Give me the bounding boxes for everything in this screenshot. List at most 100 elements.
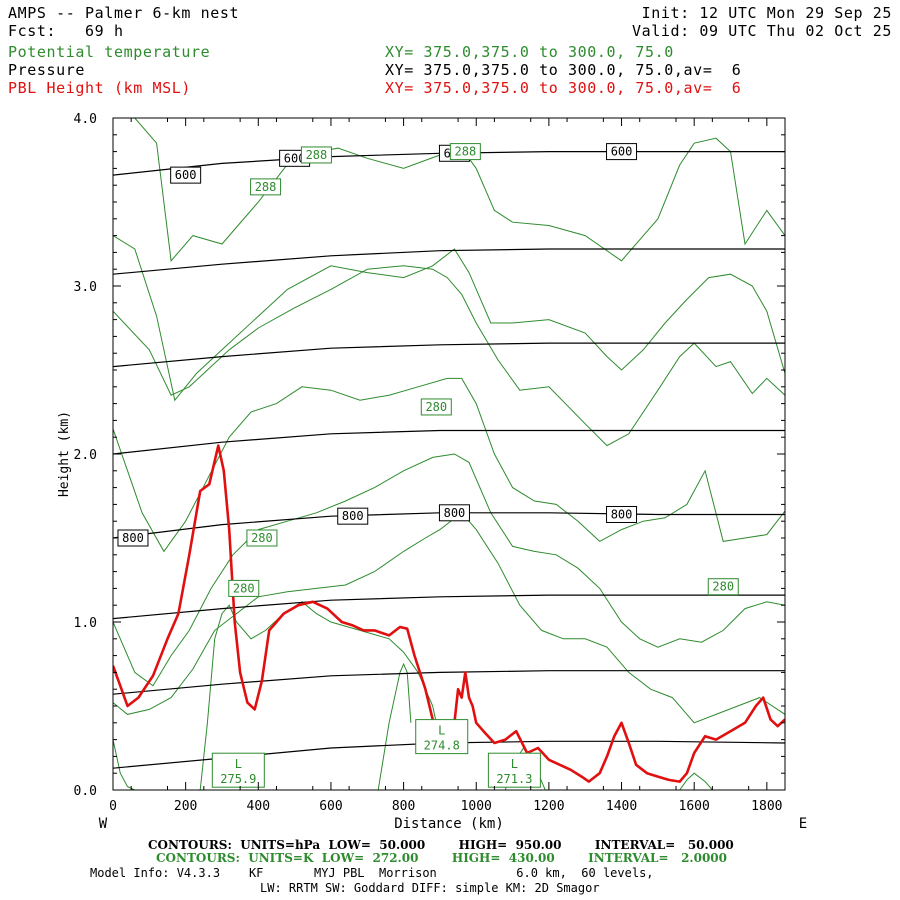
theta-label-text: 288: [306, 148, 328, 162]
field-pbl-xy: XY= 375.0,375.0 to 300.0, 75.0,av= 6: [385, 79, 742, 97]
field-pressure-xy: XY= 375.0,375.0 to 300.0, 75.0,av= 6: [385, 61, 742, 79]
theta-label-box: [707, 578, 739, 596]
pressure-label-box: [170, 166, 202, 184]
y-tick-label: 4.0: [74, 112, 97, 127]
pressure-label-800: 800: [606, 505, 638, 523]
low-label-box: [487, 752, 541, 788]
header-model-title: AMPS -- Palmer 6-km nest: [8, 4, 240, 22]
pressure-label-text: 800: [122, 531, 144, 545]
theta-label-288: 288: [250, 178, 282, 196]
pressure-label-text: 800: [342, 509, 364, 523]
pressure-contours: [113, 151, 785, 769]
low-label-box: [415, 719, 469, 755]
y-tick-label: 1.0: [74, 616, 97, 631]
x-tick-label: 800: [392, 799, 415, 814]
pressure-label-text: 600: [284, 151, 306, 165]
pressure-label-600: 600: [170, 166, 202, 184]
low-label-value: 274.8: [424, 739, 460, 753]
pbl-height-line: [113, 444, 785, 783]
theta-label-280: 280: [420, 398, 452, 416]
theta-label-box: [420, 398, 452, 416]
plot-frame: [112, 117, 786, 791]
pressure-label-text: 600: [611, 145, 633, 159]
theta-contour-7: [113, 739, 136, 790]
pressure-label-800: 800: [337, 507, 369, 525]
pressure-contour-850: [113, 594, 785, 620]
theta-contour-8: [377, 662, 412, 790]
theta-contour-1: [113, 235, 785, 402]
pressure-label-800: 800: [117, 529, 149, 547]
field-pbl-name: PBL Height (km MSL): [8, 79, 191, 97]
x-tick-label: 1800: [751, 799, 782, 814]
x-tick-label: 400: [247, 799, 270, 814]
pressure-label-text: 800: [444, 506, 466, 520]
pressure-contour-650: [113, 248, 785, 275]
theta-label-text: 280: [251, 531, 273, 545]
theta-label-280: 280: [228, 579, 260, 597]
theta-contours: [113, 118, 785, 790]
footer-model-physics: LW: RRTM SW: Goddard DIFF: simple KM: 2D…: [260, 881, 600, 895]
x-tick-label: 1000: [461, 799, 492, 814]
pressure-contour-900: [113, 670, 785, 695]
low-label-letter: L: [235, 757, 242, 771]
pressure-contour-700: [113, 342, 785, 368]
theta-contour-10: [679, 772, 713, 790]
low-label-value: 271.3: [496, 772, 532, 786]
theta-label-280: 280: [246, 529, 278, 547]
contour-labels: 6006006006008008008008002882882882802802…: [117, 143, 739, 788]
theta-contour-2: [113, 265, 785, 447]
field-pressure-name: Pressure: [8, 61, 86, 79]
theta-label-text: 280: [233, 581, 255, 595]
pressure-label-600: 600: [606, 143, 638, 161]
theta-label-text: 288: [455, 145, 477, 159]
pressure-label-text: 600: [175, 168, 197, 182]
theta-label-280: 280: [707, 578, 739, 596]
footer-model-info: Model Info: V4.3.3 KF MYJ PBL Morrison 6…: [90, 866, 654, 880]
x-tick-label: 1400: [606, 799, 637, 814]
theta-contour-5: [113, 512, 785, 724]
theta-label-288: 288: [300, 146, 332, 164]
y-tick-label: 2.0: [74, 448, 97, 463]
x-tick-label: 600: [319, 799, 342, 814]
theta-contour-0: [134, 118, 785, 262]
header-forecast-hour: Fcst: 69 h: [8, 22, 124, 40]
x-tick-label: 0: [109, 799, 117, 814]
theta-label-box: [246, 529, 278, 547]
x-tick-label: 200: [174, 799, 197, 814]
x-tick-label: 1200: [533, 799, 564, 814]
pressure-label-800: 800: [438, 504, 470, 522]
theta-label-text: 280: [425, 400, 447, 414]
pressure-contour-750: [113, 429, 785, 455]
x-tick-label: 1600: [679, 799, 710, 814]
theta-label-text: 288: [255, 180, 277, 194]
theta-label-box: [228, 579, 260, 597]
footer-theta-contours: CONTOURS: UNITS=K LOW= 272.00 HIGH= 430.…: [156, 851, 727, 865]
theta-label-box: [449, 143, 481, 161]
low-label-box: [211, 752, 265, 788]
low-label-letter: L: [511, 757, 518, 771]
west-label: W: [99, 816, 108, 832]
header-init-time: Init: 12 UTC Mon 29 Sep 25: [641, 4, 892, 22]
pressure-label-box: [606, 143, 638, 161]
low-label-value: 275.9: [220, 772, 256, 786]
field-theta-name: Potential temperature: [8, 43, 211, 61]
pressure-label-box: [606, 505, 638, 523]
theta-label-box: [300, 146, 332, 164]
x-axis-label: Distance (km): [394, 816, 504, 832]
pbl-height-series: [113, 444, 785, 783]
theta-contour-3: [113, 377, 785, 553]
footer-pressure-contours: CONTOURS: UNITS=hPa LOW= 50.000 HIGH= 95…: [148, 838, 734, 852]
y-tick-label: 0.0: [74, 784, 97, 799]
pressure-label-box: [438, 504, 470, 522]
field-theta-xy: XY= 375.0,375.0 to 300.0, 75.0: [385, 43, 674, 61]
header-valid-time: Valid: 09 UTC Thu 02 Oct 25: [631, 22, 892, 40]
y-tick-label: 3.0: [74, 280, 97, 295]
pressure-label-box: [117, 529, 149, 547]
theta-label-box: [250, 178, 282, 196]
theta-label-text: 280: [712, 580, 734, 594]
low-label-letter: L: [438, 724, 445, 738]
